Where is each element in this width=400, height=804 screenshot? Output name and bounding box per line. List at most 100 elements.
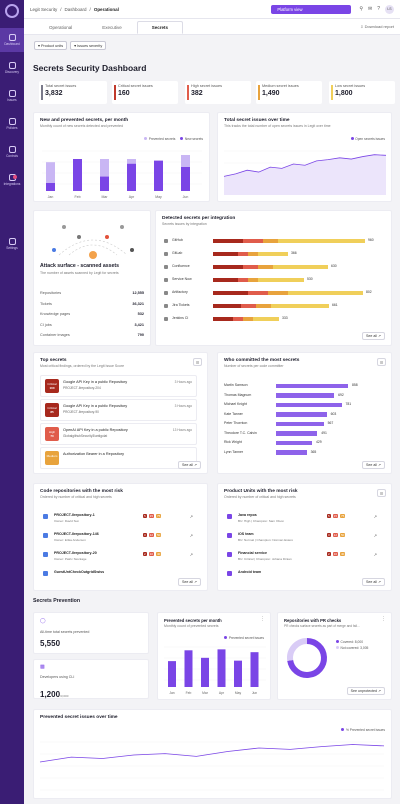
repo-row[interactable]: PROJECT-Ilrepository-1 Owner: David Sun 5 1… xyxy=(40,511,197,527)
unit-row[interactable]: Android team xyxy=(224,568,381,584)
bar-segment xyxy=(213,316,233,321)
sidebar-item-issues[interactable]: Issues xyxy=(0,84,24,108)
sidebar-item-policies[interactable]: Policies xyxy=(0,112,24,136)
filter-icon[interactable]: ☰ xyxy=(377,358,386,366)
filter-issues-severity[interactable]: ▾ Issues severity xyxy=(70,41,107,50)
repo-row[interactable]: PROJECT-Ilrepository-146 Owner: Erika And… xyxy=(40,530,197,546)
repo-icon xyxy=(43,533,48,538)
sidebar-item-integrations[interactable]: Integrations xyxy=(0,168,24,192)
integration-row[interactable]: Jira Tickets 661 xyxy=(156,303,393,309)
committer-bar xyxy=(276,431,318,436)
secret-item[interactable]: High 70 OpenAI API Key in a public Reposit… xyxy=(40,423,197,445)
bar-segment xyxy=(273,264,328,269)
breadcrumb-item[interactable]: Dashboard xyxy=(64,6,87,12)
logo-icon[interactable] xyxy=(5,4,19,18)
bar-segment xyxy=(271,303,329,308)
integration-value: 530 xyxy=(307,277,313,281)
item-owner: BU: Normal | Champion: Norman Estero xyxy=(238,538,294,542)
tab-operational[interactable]: Operational xyxy=(49,25,73,30)
avatar[interactable]: LS xyxy=(385,4,394,14)
open-arrow-icon[interactable]: ↗ xyxy=(189,552,193,557)
tick-label: May xyxy=(235,691,242,695)
secret-item[interactable]: Medium Authorization Bearer in a Reposito… xyxy=(40,447,197,469)
see-all-button[interactable]: See all ↗ xyxy=(361,461,385,469)
open-arrow-icon[interactable]: ↗ xyxy=(189,533,193,538)
more-icon[interactable]: ⋮ xyxy=(260,616,265,622)
integration-row[interactable]: GitLab 366 xyxy=(156,251,393,257)
asset-label: Tickets xyxy=(40,301,52,306)
tab-secrets[interactable]: Secrets xyxy=(136,21,184,34)
integration-icon xyxy=(164,303,168,308)
card-title: Repositories with PR checks xyxy=(284,618,342,623)
notification-badge xyxy=(13,175,17,179)
medium-count: 75 xyxy=(340,514,346,518)
terminal-icon: ▩ xyxy=(40,664,45,670)
committer-name: Peter Thornton xyxy=(224,421,248,425)
integration-row[interactable]: Confluence 630 xyxy=(156,264,393,270)
integration-row[interactable]: Artifactory 802 xyxy=(156,290,393,296)
integration-label: Artifactory xyxy=(172,290,188,294)
filter-product-units[interactable]: ▾ Product units xyxy=(34,41,68,50)
high-count: 15 xyxy=(332,514,339,518)
high-count: 10 xyxy=(332,552,339,556)
prevented-over-time-chart xyxy=(39,741,385,791)
more-icon[interactable]: ⋮ xyxy=(381,616,386,622)
open-arrow-icon[interactable]: ↗ xyxy=(373,514,377,519)
severity-counts: 3 12 50 xyxy=(327,533,346,537)
unit-row[interactable]: Financial service BU: Critical | Champion… xyxy=(224,549,381,565)
download-report-button[interactable]: ⇩ Download report xyxy=(360,24,394,29)
integration-row[interactable]: GitHub 960 xyxy=(156,238,393,244)
integrations-card: Detected secrets per integration Secrets… xyxy=(155,210,392,346)
top-secrets-card: Top secrets Most critical findings, orde… xyxy=(33,352,208,474)
severity-score: 70 xyxy=(50,434,54,438)
bar-segment xyxy=(213,238,243,243)
tab-executive[interactable]: Executive xyxy=(102,25,122,30)
integration-row[interactable]: Service Now 530 xyxy=(156,277,393,283)
committer-row: Michael Knight 781 xyxy=(218,402,393,408)
filter-icon[interactable]: ☰ xyxy=(193,358,202,366)
repo-row[interactable]: PROJECT-Ilrepository-20 Owner: Patric Sto… xyxy=(40,549,197,565)
platform-view-dropdown[interactable]: Platform view xyxy=(271,4,352,14)
unit-row[interactable]: Java repos BU: High | Champion: Sam Olson… xyxy=(224,511,381,527)
sidebar-item-settings[interactable]: Settings xyxy=(0,232,24,256)
integration-value: 661 xyxy=(332,303,338,307)
integration-row[interactable]: Jenkins CI 333 xyxy=(156,316,393,322)
filter-icon[interactable]: ☰ xyxy=(377,489,386,497)
breadcrumb-item[interactable]: Legit Security xyxy=(30,6,58,12)
bar xyxy=(217,649,226,687)
stat-card: Critical secret issues 160 xyxy=(112,81,178,104)
sidebar-item-controls[interactable]: Controls xyxy=(0,140,24,164)
see-all-button[interactable]: See all ↗ xyxy=(177,461,201,469)
nav-icon xyxy=(8,34,16,41)
secret-item[interactable]: Critical 85 Google API Key in a public Rep… xyxy=(40,399,197,421)
attack-surface-illustration xyxy=(52,225,134,259)
severity-counts: 2 10 40 xyxy=(327,552,346,556)
repo-row[interactable]: GuestUntCheckOutgridSwiss xyxy=(40,568,197,584)
button-label: See unprotected xyxy=(350,689,377,693)
help-icon[interactable]: ? xyxy=(377,6,380,12)
sidebar-item-dashboard[interactable]: Dashboard xyxy=(0,28,24,52)
bell-icon[interactable]: ⚲ xyxy=(359,6,364,12)
legend-covered: Covered: 8,000 xyxy=(336,640,368,644)
open-arrow-icon[interactable]: ↗ xyxy=(189,514,193,519)
severity-label: Medium xyxy=(46,454,58,458)
see-unprotected-button[interactable]: See unprotected ↗ xyxy=(346,687,385,695)
open-arrow-icon[interactable]: ↗ xyxy=(373,533,377,538)
card-subtitle: The number of assets scanned by Legit fo… xyxy=(40,271,119,275)
asset-row: Repositories 12,555 xyxy=(40,291,144,299)
stat-card: Low secret issues 1,800 xyxy=(329,81,395,104)
unit-row[interactable]: iOS team BU: Normal | Champion: Norman Es… xyxy=(224,530,381,546)
mail-icon[interactable]: ✉ xyxy=(368,6,373,12)
see-all-button[interactable]: See all ↗ xyxy=(177,578,201,586)
card-title: Who committed the most secrets xyxy=(224,358,300,363)
bar-segment xyxy=(278,238,365,243)
see-all-button[interactable]: See all ↗ xyxy=(361,578,385,586)
secret-item[interactable]: Critical 100 Google API Key in a public Re… xyxy=(40,375,197,397)
medium-count: 75 xyxy=(156,514,162,518)
sidebar-item-discovery[interactable]: Discovery xyxy=(0,56,24,80)
see-all-button[interactable]: See all ↗ xyxy=(361,332,385,340)
open-arrow-icon[interactable]: ↗ xyxy=(373,552,377,557)
item-name: Financial service xyxy=(238,551,267,555)
tick-label: Apr xyxy=(129,195,135,199)
bar-segment xyxy=(288,290,363,295)
